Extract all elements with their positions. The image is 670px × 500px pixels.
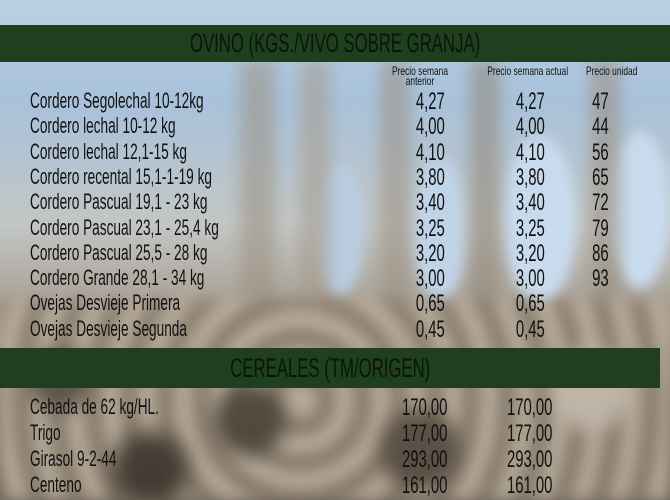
cereales-title: CEREALES (TM/ORIGEN) (230, 352, 430, 383)
row-name: Cordero Grande 28,1 - 34 kg (30, 265, 205, 291)
row-name: Girasol 9-2-44 (30, 446, 117, 471)
background-sheep (0, 300, 670, 500)
row-unit-price (540, 292, 660, 316)
row-unit-price: 72 (591, 189, 609, 217)
row-curr-price: 170,00 (507, 394, 553, 421)
row-prev-price: 4,10 (415, 138, 445, 166)
row-prev-price: 0,65 (415, 290, 445, 318)
row-prev-price: 0,45 (415, 315, 445, 343)
header-curr-week: Precio semana actual (487, 64, 569, 78)
row-prev-price: 3,20 (415, 239, 445, 267)
row-curr-price: 4,10 (515, 138, 545, 166)
row-curr-price: 4,00 (515, 113, 545, 141)
row-prev-price: 170,00 (402, 394, 448, 421)
row-name: Cordero recental 15,1-1-19 kg (30, 163, 212, 189)
row-curr-price: 3,25 (515, 214, 545, 242)
row-curr-price: 0,65 (515, 290, 545, 318)
cereales-header-bar: CEREALES (TM/ORIGEN) (0, 348, 660, 388)
row-name: Cebada de 62 kg/HL. (30, 394, 159, 419)
ovino-title: OVINO (KGS./VIVO SOBRE GRANJA) (189, 28, 481, 58)
row-prev-price: 161,00 (402, 472, 448, 499)
row-unit-price: 44 (591, 113, 609, 141)
row-prev-price: 4,27 (415, 88, 445, 115)
row-unit-price: 79 (591, 214, 609, 242)
row-curr-price: 177,00 (507, 420, 553, 447)
ovino-header-bar: OVINO (KGS./VIVO SOBRE GRANJA) (0, 25, 670, 62)
row-prev-price: 3,40 (415, 189, 445, 217)
row-name: Cordero Pascual 23,1 - 25,4 kg (30, 214, 219, 240)
row-prev-price: 3,80 (415, 163, 445, 191)
header-prev-week: Precio semana anterior (391, 64, 449, 88)
row-prev-price: 3,00 (415, 265, 445, 293)
row-name: Centeno (30, 472, 82, 497)
row-curr-price: 4,27 (515, 88, 545, 115)
row-name: Ovejas Desvieje Segunda (30, 315, 187, 341)
row-name: Trigo (30, 420, 61, 445)
row-name: Ovejas Desvieje Primera (30, 290, 181, 316)
row-prev-price: 293,00 (402, 446, 448, 473)
row-prev-price: 4,00 (415, 113, 445, 141)
row-name: Cordero lechal 12,1-15 kg (30, 138, 187, 164)
row-name: Cordero Pascual 19,1 - 23 kg (30, 189, 208, 215)
row-curr-price: 161,00 (507, 472, 553, 499)
row-unit-price: 86 (591, 239, 609, 267)
row-unit-price: 65 (591, 163, 609, 191)
row-curr-price: 3,80 (515, 163, 545, 191)
row-name: Cordero Segolechal 10-12kg (30, 88, 204, 113)
background-aqueduct (0, 60, 670, 320)
row-name: Cordero lechal 10-12 kg (30, 113, 176, 139)
row-prev-price: 177,00 (402, 420, 448, 447)
row-unit-price: 56 (591, 138, 609, 166)
row-curr-price: 3,00 (515, 265, 545, 293)
row-prev-price: 3,25 (415, 214, 445, 242)
row-unit-price: 47 (591, 88, 609, 115)
row-curr-price: 3,20 (515, 239, 545, 267)
row-curr-price: 0,45 (515, 315, 545, 343)
row-curr-price: 3,40 (515, 189, 545, 217)
row-name: Cordero Pascual 25,5 - 28 kg (30, 239, 208, 265)
header-unit-price: Precio unidad (586, 64, 638, 78)
row-unit-price: 93 (591, 265, 609, 293)
row-unit-price (540, 318, 660, 342)
row-curr-price: 293,00 (507, 446, 553, 473)
